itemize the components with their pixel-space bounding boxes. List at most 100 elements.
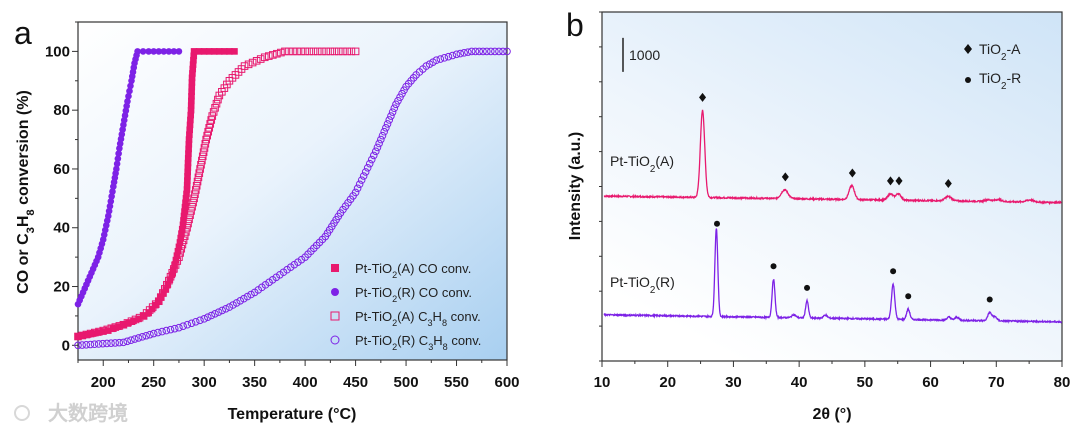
- data-point: [390, 104, 399, 113]
- data-point: [185, 145, 192, 153]
- data-point: [209, 108, 218, 116]
- data-point: [205, 124, 214, 132]
- data-point: [226, 48, 233, 55]
- data-point: [181, 203, 189, 211]
- data-point: [330, 47, 339, 56]
- x-tick-label: 50: [857, 374, 874, 391]
- x-tick-label: 30: [725, 374, 742, 391]
- data-point: [205, 48, 213, 55]
- data-point: [184, 155, 192, 162]
- rutile-peak-marker: [986, 296, 993, 303]
- data-point: [330, 311, 340, 321]
- data-point: [432, 56, 441, 65]
- panel-label-a: a: [14, 15, 32, 51]
- anatase-peak-marker: [781, 172, 789, 182]
- data-point: [440, 54, 449, 62]
- data-point: [86, 340, 95, 349]
- data-point: [158, 327, 166, 336]
- xrd-curve-anatase: [603, 109, 1062, 206]
- data-point: [180, 212, 188, 220]
- data-point: [361, 168, 370, 176]
- data-point: [373, 143, 382, 152]
- data-point: [127, 82, 134, 90]
- data-point: [240, 62, 249, 70]
- data-point: [188, 88, 195, 95]
- data-point: [177, 234, 185, 242]
- series-label-r: Pt-TiO2(R): [610, 274, 675, 296]
- data-point: [184, 168, 191, 176]
- data-point: [188, 74, 196, 82]
- data-point: [148, 305, 156, 313]
- data-point: [170, 48, 178, 55]
- data-point: [377, 135, 385, 144]
- data-point: [269, 51, 277, 59]
- data-point: [145, 48, 152, 55]
- data-point: [189, 65, 197, 73]
- data-point: [203, 313, 212, 321]
- rutile-peak-marker: [905, 293, 912, 300]
- data-point: [189, 70, 196, 77]
- data-point: [248, 58, 257, 67]
- data-point: [343, 47, 351, 56]
- data-point: [104, 327, 112, 334]
- x-tick-label: 60: [922, 374, 939, 391]
- data-point: [114, 155, 122, 162]
- data-point: [187, 106, 195, 114]
- data-point: [495, 47, 503, 56]
- data-point: [264, 52, 273, 60]
- data-point: [113, 160, 121, 168]
- data-point: [200, 315, 208, 323]
- data-point: [154, 328, 162, 337]
- data-point: [330, 335, 340, 345]
- data-point: [218, 306, 227, 315]
- data-point: [479, 47, 487, 56]
- legend-entry: Pt-TiO2(R) CO conv.: [355, 285, 472, 304]
- data-point: [183, 181, 191, 189]
- data-point: [162, 286, 170, 293]
- data-point: [126, 87, 133, 95]
- data-point: [160, 48, 168, 55]
- data-point: [216, 48, 223, 55]
- data-point: [448, 51, 457, 60]
- data-point: [110, 325, 117, 332]
- data-point: [188, 79, 196, 86]
- data-point: [106, 202, 114, 210]
- x-tick-label: 600: [494, 374, 519, 391]
- data-point: [99, 328, 107, 335]
- y-tick-label: 60: [53, 161, 70, 178]
- data-point: [197, 160, 205, 169]
- data-point: [231, 48, 238, 55]
- data-point: [185, 150, 192, 157]
- data-point: [120, 321, 127, 329]
- data-point: [181, 208, 188, 215]
- x-tick-label: 450: [343, 374, 368, 391]
- data-point: [134, 48, 141, 55]
- data-point: [211, 310, 219, 318]
- data-point: [187, 102, 195, 109]
- dot-icon: [965, 77, 971, 83]
- data-point: [339, 47, 347, 56]
- data-point: [190, 56, 197, 64]
- x-tick-label: 250: [141, 374, 166, 391]
- data-point: [139, 48, 147, 55]
- data-point: [105, 207, 113, 215]
- data-point: [365, 159, 374, 168]
- data-point: [331, 288, 339, 296]
- data-point: [499, 47, 507, 56]
- data-point: [359, 172, 368, 180]
- data-point: [109, 188, 116, 195]
- data-point: [94, 340, 103, 348]
- data-point: [146, 330, 154, 339]
- legend-b: TiO2-A TiO2-R: [964, 41, 1021, 92]
- data-point: [351, 188, 360, 197]
- diamond-icon: [964, 44, 972, 54]
- data-point: [277, 48, 285, 57]
- data-point: [155, 48, 163, 55]
- data-point: [200, 48, 208, 55]
- data-point: [127, 336, 135, 344]
- data-point: [196, 316, 204, 325]
- data-point: [178, 230, 185, 237]
- data-point: [124, 98, 131, 105]
- data-point: [208, 112, 217, 120]
